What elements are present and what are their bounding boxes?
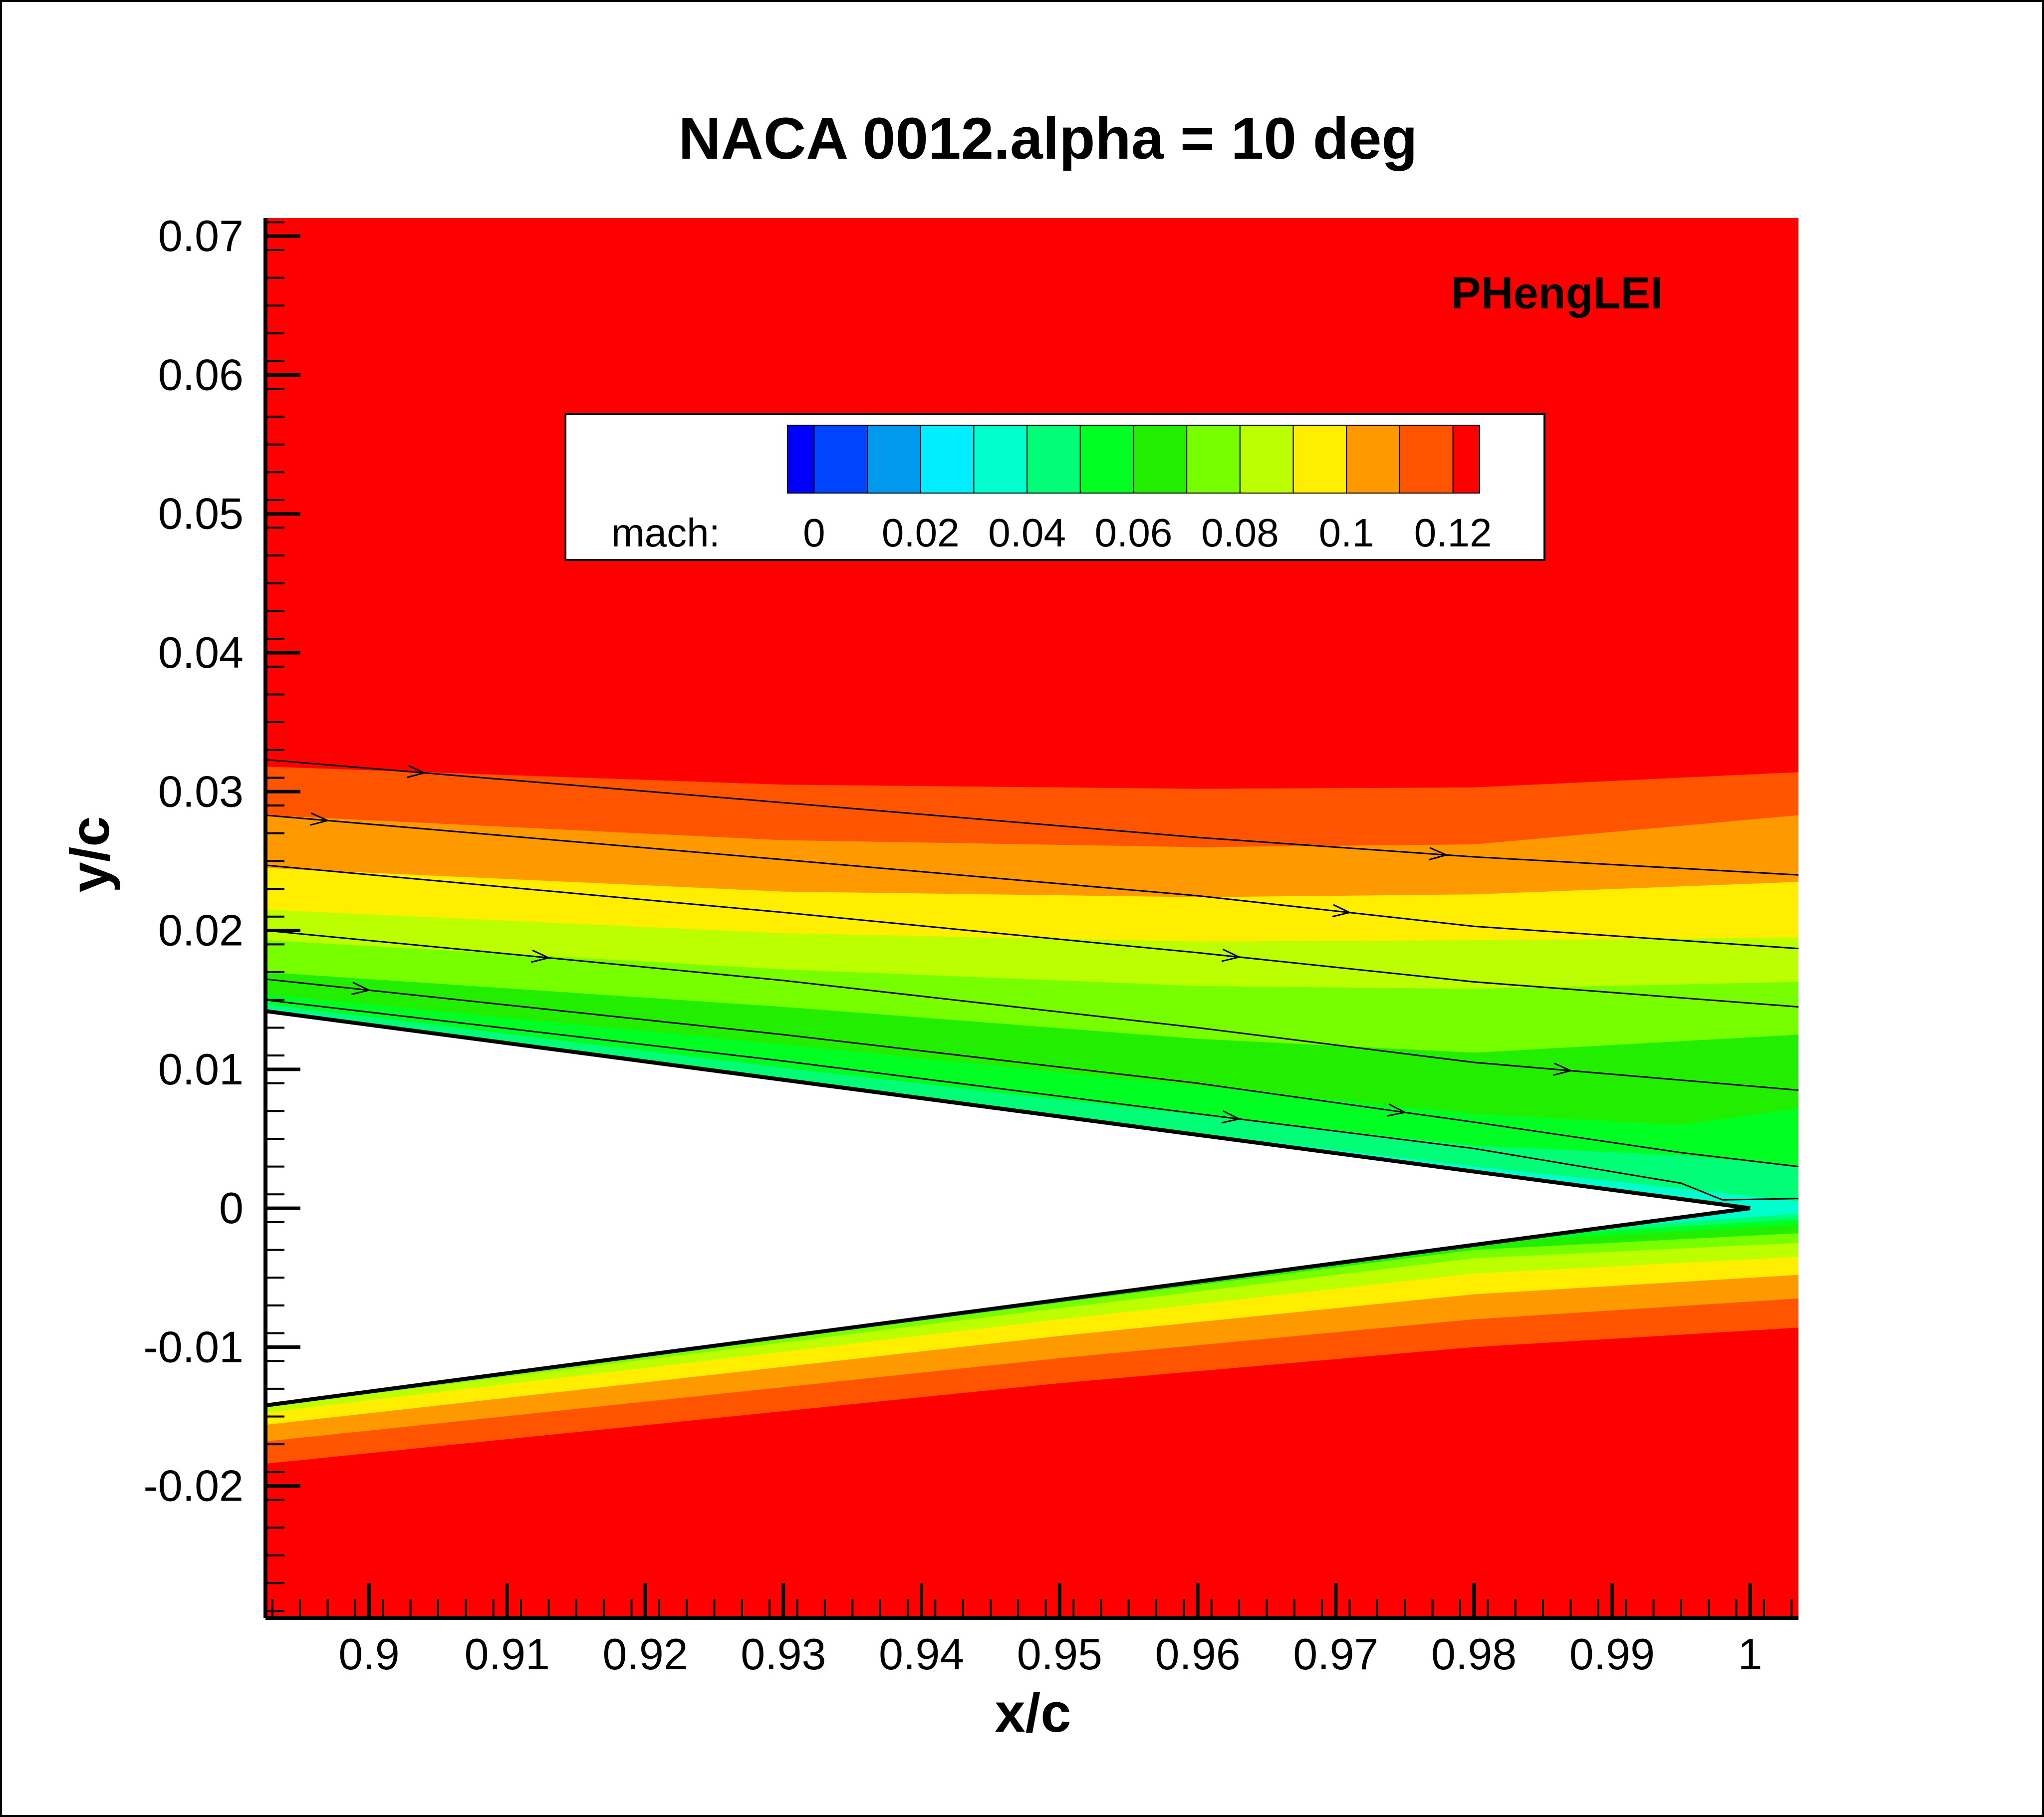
- streamline-arrow: [351, 982, 372, 995]
- colorbar-label: 0.08: [1201, 511, 1279, 555]
- airfoil-upper-surface: [265, 1009, 1751, 1211]
- streamline-2: [265, 864, 1798, 1008]
- y-tick-label: -0.01: [143, 1322, 244, 1371]
- x-tick-label: 0.98: [1431, 1629, 1517, 1679]
- x-tick-label: 0.97: [1293, 1629, 1378, 1679]
- x-tick-label: 0.92: [602, 1629, 688, 1679]
- colorbar-label: 0: [803, 511, 825, 555]
- airfoil-body: [265, 1011, 1751, 1406]
- colorbar-swatch: [920, 425, 975, 494]
- x-tick-label: 0.91: [465, 1629, 550, 1679]
- y-tick-label: 0.05: [158, 489, 244, 538]
- colorbar-label: 0.1: [1319, 511, 1374, 555]
- colorbar-swatch: [1133, 425, 1188, 494]
- x-tick-label: 0.99: [1569, 1629, 1655, 1679]
- y-tick-label: 0.01: [158, 1044, 244, 1094]
- streamline-arrow: [530, 949, 551, 963]
- y-tick-label: -0.02: [143, 1461, 244, 1511]
- streamline-5: [265, 999, 1798, 1201]
- y-tick-label: 0.03: [158, 767, 244, 816]
- colorbar-label: 0.04: [988, 511, 1066, 555]
- colorbar-swatch: [787, 425, 815, 494]
- colorbar-swatch: [1186, 425, 1241, 494]
- streamline-1: [265, 814, 1798, 950]
- streamline-0: [265, 759, 1798, 876]
- colorbar-swatch: [1292, 425, 1347, 494]
- y-tick-label: 0.06: [158, 350, 244, 399]
- x-tick-label: 0.96: [1155, 1629, 1240, 1679]
- colorbar-swatch: [813, 425, 868, 494]
- y-tick-label: 0: [219, 1183, 244, 1233]
- y-tick-label: 0.04: [158, 628, 244, 677]
- streamline-arrow: [1553, 1062, 1573, 1076]
- colorbar-swatch: [1026, 425, 1081, 494]
- streamline-arrow: [1387, 1103, 1407, 1117]
- x-tick-label: 0.94: [879, 1629, 964, 1679]
- x-tick-label: 0.93: [741, 1629, 826, 1679]
- x-tick-label: 0.9: [338, 1629, 399, 1679]
- streamline-4: [265, 978, 1798, 1168]
- x-tick-label: 0.95: [1017, 1629, 1102, 1679]
- colorbar-swatch: [867, 425, 921, 494]
- airfoil-lower-surface: [265, 1206, 1751, 1408]
- x-tick-label: 1: [1738, 1629, 1763, 1679]
- colorbar-label: 0.06: [1095, 511, 1173, 555]
- colorbar-label: 0.12: [1414, 511, 1492, 555]
- colorbar-swatch: [973, 425, 1028, 494]
- colorbar-swatch: [1452, 425, 1480, 494]
- x-axis-title: x/c: [995, 1682, 1071, 1744]
- brand-label: PHengLEI: [1451, 268, 1663, 318]
- streamline-arrow: [407, 765, 427, 779]
- chart-title: NACA 0012.alpha = 10 deg: [678, 106, 1417, 172]
- streamline-arrow: [1221, 948, 1242, 962]
- y-tick-label: 0.02: [158, 906, 244, 955]
- colorbar-legend: mach: 0 0.02 0.04 0.06 0.08 0.1 0.12: [564, 413, 1545, 561]
- colorbar-label: 0.02: [882, 511, 960, 555]
- y-tick-label: 0.07: [158, 211, 244, 260]
- streamline-arrow: [1429, 847, 1449, 861]
- axes: 0.9 0.91 0.92 0.93 0.94 0.95 0.96 0.97 0.98 0.99 1…: [143, 211, 1798, 1679]
- streamline-arrow: [1332, 904, 1352, 918]
- streamline-arrow: [310, 812, 330, 826]
- legend-variable-label: mach:: [611, 511, 720, 555]
- colorbar-swatch: [1346, 425, 1400, 494]
- streamline-3: [265, 930, 1798, 1091]
- y-axis-title: y/c: [59, 816, 121, 893]
- streamlines: [265, 759, 1798, 1201]
- colorbar-swatch: [1239, 425, 1294, 494]
- airfoil: [265, 1009, 1751, 1408]
- colorbar-swatch: [1399, 425, 1454, 494]
- colorbar-swatch: [1079, 425, 1134, 494]
- streamline-arrow: [1221, 1110, 1242, 1124]
